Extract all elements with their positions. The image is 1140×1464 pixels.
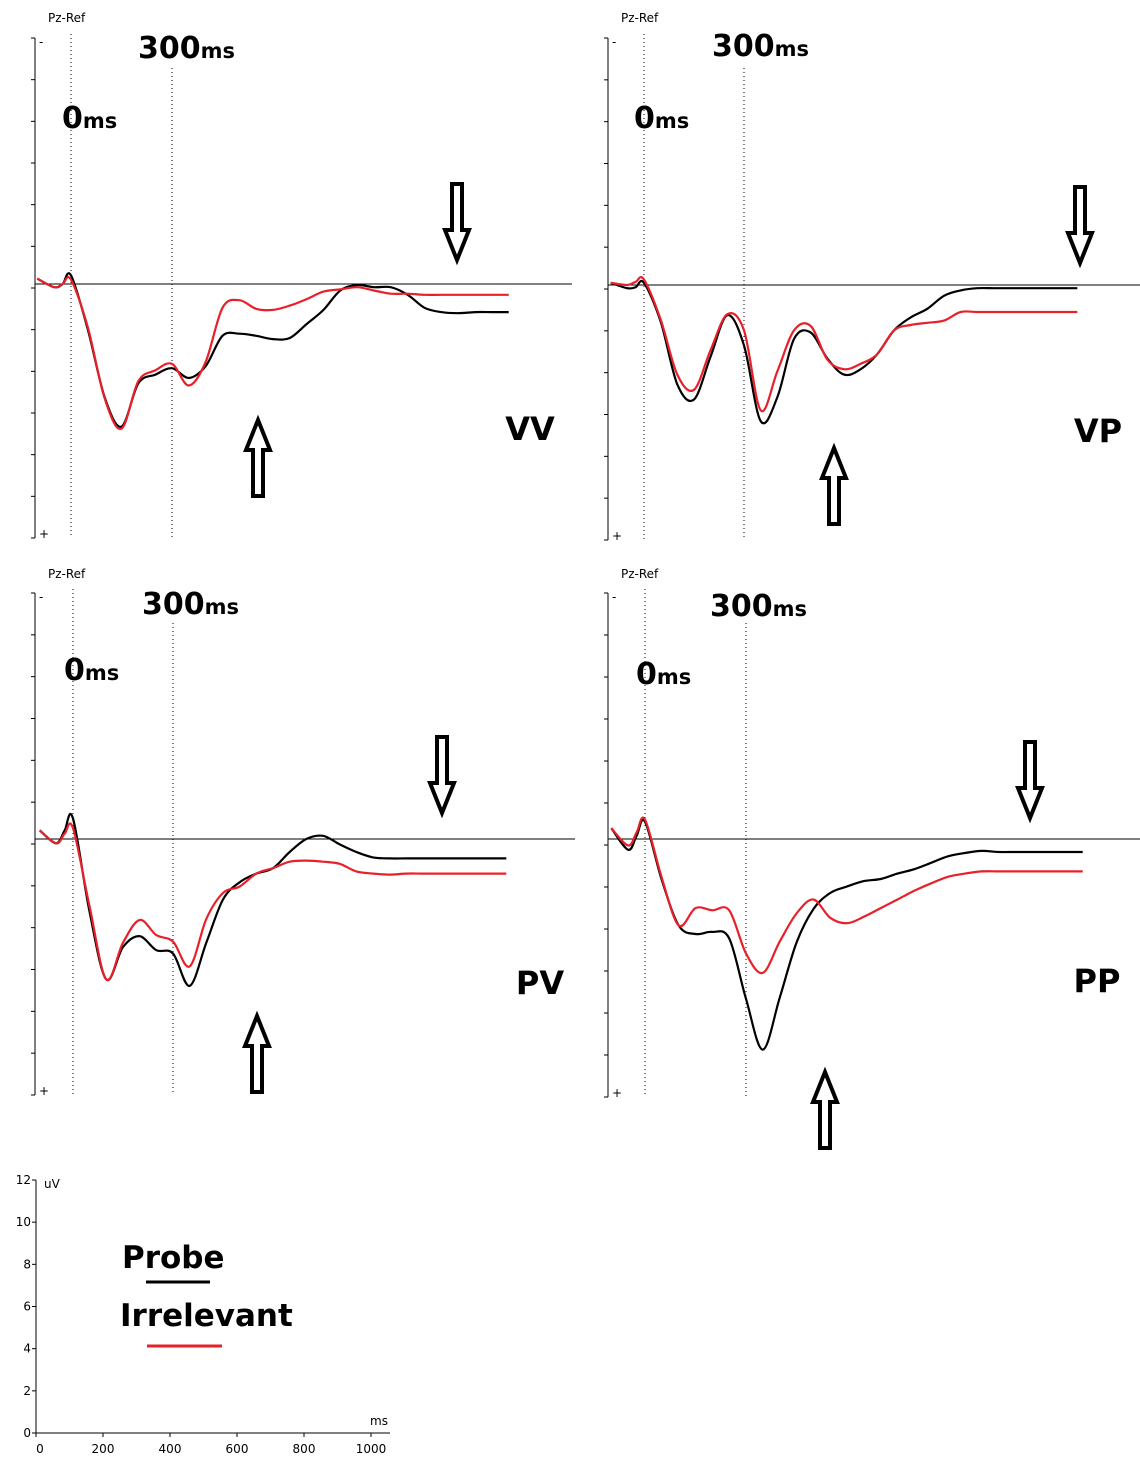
scale-y-tick-label: 10	[16, 1215, 31, 1229]
channel-label: Pz-Ref	[621, 11, 659, 25]
polarity-bottom-label: +	[612, 1086, 622, 1100]
scale-y-tick-label: 4	[23, 1342, 31, 1356]
condition-label: PP	[1074, 962, 1121, 1000]
p300-marker-unit: ms	[775, 37, 809, 61]
condition-label: PV	[516, 964, 564, 1002]
onset-marker-label: 0ms	[634, 101, 689, 136]
p300-marker-unit: ms	[773, 597, 807, 621]
waveform-irrelevant	[610, 816, 1083, 975]
scale-x-tick-label: 200	[92, 1442, 115, 1456]
onset-marker-num: 0	[636, 657, 657, 692]
p300-marker-label: 300ms	[142, 587, 239, 622]
scale-x-tick-label: 600	[226, 1442, 249, 1456]
polarity-top-label: -	[612, 590, 616, 604]
p300-marker-num: 300	[712, 29, 775, 64]
waveform-irrelevant	[610, 276, 1078, 413]
scale-y-tick-label: 12	[16, 1173, 31, 1187]
onset-marker-label: 0ms	[636, 657, 691, 692]
down-arrow-icon	[427, 735, 457, 819]
p300-marker-num: 300	[138, 31, 201, 66]
down-arrow-icon	[1065, 185, 1095, 269]
legend: Probe Irrelevant	[120, 1240, 293, 1348]
waveform-irrelevant	[38, 822, 507, 982]
down-arrow-icon	[442, 182, 472, 266]
channel-label: Pz-Ref	[48, 11, 86, 25]
channel-label: Pz-Ref	[48, 567, 86, 581]
scale-panel: 0 2 4 6 8 10 12 0 200 400 600 800 1000 uV ms Probe Irrel…	[16, 1173, 390, 1456]
scale-x-tick-label: 400	[159, 1442, 182, 1456]
scale-y-tick-label: 6	[23, 1300, 31, 1314]
scale-x-tick-label: 0	[36, 1442, 44, 1456]
legend-irrelevant-label: Irrelevant	[120, 1298, 293, 1334]
waveform-probe	[610, 279, 1078, 425]
scale-y-unit: uV	[44, 1177, 61, 1191]
p300-marker-label: 300ms	[712, 29, 809, 64]
onset-marker-unit: ms	[655, 109, 689, 133]
p300-marker-unit: ms	[205, 595, 239, 619]
onset-marker-num: 0	[64, 653, 85, 688]
onset-marker-num: 0	[62, 101, 83, 136]
scale-x-tick-label: 800	[293, 1442, 316, 1456]
up-arrow-icon	[810, 1066, 840, 1150]
polarity-bottom-label: +	[39, 527, 49, 541]
waveform-irrelevant	[36, 276, 509, 431]
onset-marker-unit: ms	[83, 109, 117, 133]
condition-label: VV	[505, 410, 555, 448]
p300-marker-unit: ms	[201, 39, 235, 63]
up-arrow-icon	[243, 414, 273, 498]
polarity-bottom-label: +	[612, 529, 622, 543]
condition-label: VP	[1074, 412, 1122, 450]
p300-marker-num: 300	[142, 587, 205, 622]
p300-marker-label: 300ms	[138, 31, 235, 66]
onset-marker-unit: ms	[85, 661, 119, 685]
polarity-top-label: -	[39, 590, 43, 604]
polarity-top-label: -	[612, 35, 616, 49]
polarity-top-label: -	[39, 35, 43, 49]
scale-x-tick-label: 1000	[356, 1442, 387, 1456]
up-arrow-icon	[242, 1010, 272, 1094]
waveform-probe	[38, 812, 507, 987]
onset-marker-label: 0ms	[64, 653, 119, 688]
scale-y-tick-label: 2	[23, 1384, 31, 1398]
waveform-probe	[36, 272, 509, 428]
scale-x-unit: ms	[370, 1414, 388, 1428]
down-arrow-icon	[1015, 740, 1045, 824]
legend-probe-label: Probe	[122, 1240, 225, 1276]
onset-marker-unit: ms	[657, 665, 691, 689]
scale-y-tick-label: 8	[23, 1257, 31, 1271]
waveform-probe	[610, 818, 1083, 1051]
scale-y-tick-label: 0	[23, 1426, 31, 1440]
onset-marker-num: 0	[634, 101, 655, 136]
polarity-bottom-label: +	[39, 1084, 49, 1098]
p300-marker-label: 300ms	[710, 589, 807, 624]
p300-marker-num: 300	[710, 589, 773, 624]
onset-marker-label: 0ms	[62, 101, 117, 136]
channel-label: Pz-Ref	[621, 567, 659, 581]
up-arrow-icon	[819, 442, 849, 526]
